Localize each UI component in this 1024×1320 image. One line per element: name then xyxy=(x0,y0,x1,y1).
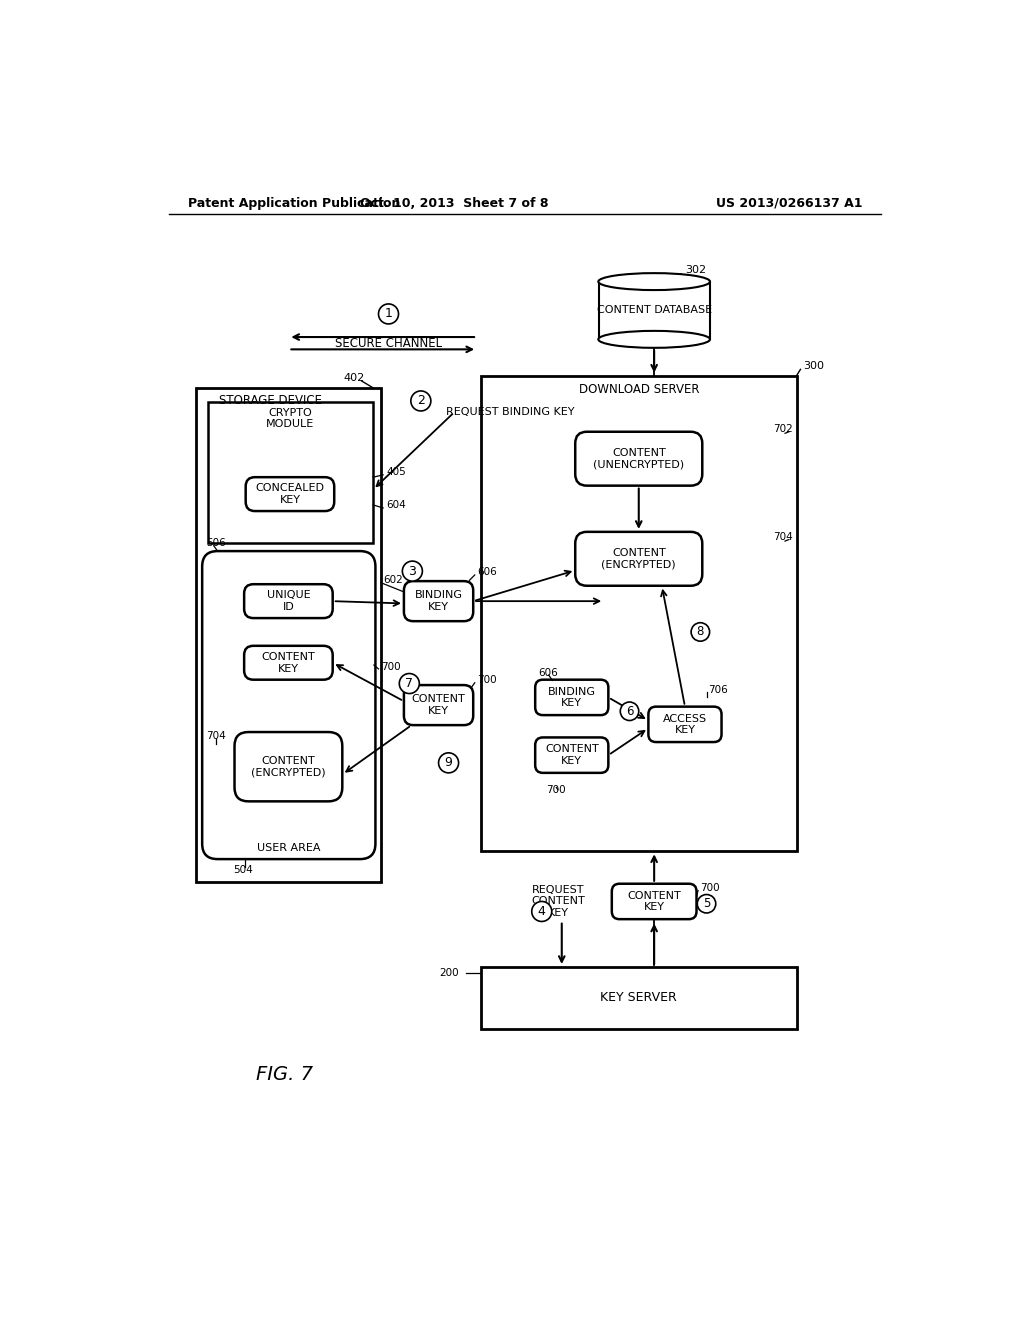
Bar xyxy=(599,281,711,339)
Circle shape xyxy=(402,561,422,581)
Circle shape xyxy=(697,895,716,913)
FancyBboxPatch shape xyxy=(648,706,722,742)
Text: 402: 402 xyxy=(343,372,365,383)
Text: CONCEALED
KEY: CONCEALED KEY xyxy=(255,483,325,506)
FancyBboxPatch shape xyxy=(403,581,473,622)
Text: 302: 302 xyxy=(685,265,707,275)
FancyBboxPatch shape xyxy=(536,738,608,774)
Text: BINDING
KEY: BINDING KEY xyxy=(415,590,463,612)
Text: FIG. 7: FIG. 7 xyxy=(256,1065,313,1084)
Text: 5: 5 xyxy=(702,898,711,911)
Text: CONTENT
(UNENCRYPTED): CONTENT (UNENCRYPTED) xyxy=(593,447,684,470)
Circle shape xyxy=(379,304,398,323)
FancyBboxPatch shape xyxy=(536,680,608,715)
Text: Oct. 10, 2013  Sheet 7 of 8: Oct. 10, 2013 Sheet 7 of 8 xyxy=(359,197,548,210)
Text: SECURE CHANNEL: SECURE CHANNEL xyxy=(335,337,442,350)
Text: US 2013/0266137 A1: US 2013/0266137 A1 xyxy=(716,197,862,210)
FancyBboxPatch shape xyxy=(575,532,702,586)
Circle shape xyxy=(621,702,639,721)
Circle shape xyxy=(531,902,552,921)
Text: 4: 4 xyxy=(538,906,546,917)
Text: 700: 700 xyxy=(477,676,497,685)
Text: KEY SERVER: KEY SERVER xyxy=(600,991,677,1005)
Text: 604: 604 xyxy=(386,500,406,510)
Text: 704: 704 xyxy=(206,731,225,741)
Text: UNIQUE
ID: UNIQUE ID xyxy=(266,590,310,612)
FancyBboxPatch shape xyxy=(611,884,696,919)
Text: CONTENT
KEY: CONTENT KEY xyxy=(545,744,599,766)
Text: CONTENT
KEY: CONTENT KEY xyxy=(261,652,315,673)
Circle shape xyxy=(411,391,431,411)
Text: 6: 6 xyxy=(626,705,633,718)
FancyBboxPatch shape xyxy=(246,478,334,511)
Text: CONTENT
KEY: CONTENT KEY xyxy=(412,694,466,715)
Text: 2: 2 xyxy=(417,395,425,408)
Text: STORAGE DEVICE: STORAGE DEVICE xyxy=(219,395,323,408)
Text: CONTENT
KEY: CONTENT KEY xyxy=(628,891,681,912)
Text: 700: 700 xyxy=(382,661,401,672)
Text: 200: 200 xyxy=(439,968,460,978)
Text: 706: 706 xyxy=(708,685,728,694)
Text: BINDING
KEY: BINDING KEY xyxy=(548,686,596,709)
FancyBboxPatch shape xyxy=(234,733,342,801)
Circle shape xyxy=(399,673,419,693)
Bar xyxy=(481,966,797,1028)
Text: 9: 9 xyxy=(444,756,453,770)
Text: 606: 606 xyxy=(477,566,497,577)
FancyBboxPatch shape xyxy=(403,685,473,725)
Text: CONTENT
(ENCRYPTED): CONTENT (ENCRYPTED) xyxy=(251,756,326,777)
Text: REQUEST BINDING KEY: REQUEST BINDING KEY xyxy=(446,408,574,417)
Text: 700: 700 xyxy=(547,785,566,795)
Text: 300: 300 xyxy=(803,362,823,371)
Text: 8: 8 xyxy=(696,626,705,639)
Text: CONTENT DATABASE: CONTENT DATABASE xyxy=(597,305,712,315)
Text: USER AREA: USER AREA xyxy=(257,842,321,853)
Circle shape xyxy=(438,752,459,774)
Text: 506: 506 xyxy=(206,537,225,548)
Ellipse shape xyxy=(598,331,710,348)
Bar xyxy=(196,388,381,882)
Text: 1: 1 xyxy=(385,308,392,321)
Text: 702: 702 xyxy=(773,425,793,434)
Text: 606: 606 xyxy=(539,668,558,677)
Text: 405: 405 xyxy=(386,467,406,477)
Text: 3: 3 xyxy=(409,565,417,578)
Text: DOWNLOAD SERVER: DOWNLOAD SERVER xyxy=(579,383,699,396)
Text: Patent Application Publication: Patent Application Publication xyxy=(188,197,400,210)
Text: 700: 700 xyxy=(700,883,720,894)
FancyBboxPatch shape xyxy=(244,585,333,618)
Bar xyxy=(481,376,797,851)
Text: 7: 7 xyxy=(406,677,414,690)
Text: REQUEST
CONTENT
KEY: REQUEST CONTENT KEY xyxy=(531,884,585,917)
Text: CRYPTO
MODULE: CRYPTO MODULE xyxy=(266,408,314,429)
Text: ACCESS
KEY: ACCESS KEY xyxy=(663,714,707,735)
Text: CONTENT
(ENCRYPTED): CONTENT (ENCRYPTED) xyxy=(601,548,676,570)
FancyBboxPatch shape xyxy=(575,432,702,486)
FancyBboxPatch shape xyxy=(244,645,333,680)
Text: 504: 504 xyxy=(233,865,253,875)
Circle shape xyxy=(691,623,710,642)
Bar xyxy=(208,401,373,544)
Text: 704: 704 xyxy=(773,532,793,543)
FancyBboxPatch shape xyxy=(202,552,376,859)
Text: 602: 602 xyxy=(383,576,402,585)
Ellipse shape xyxy=(598,273,710,290)
